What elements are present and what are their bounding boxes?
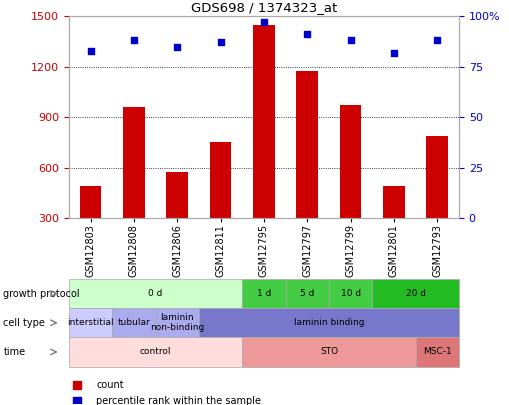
Text: laminin binding: laminin binding xyxy=(293,318,363,327)
Bar xyxy=(112,308,155,337)
Bar xyxy=(199,308,458,337)
Bar xyxy=(209,142,231,218)
Text: 10 d: 10 d xyxy=(340,289,360,298)
Point xyxy=(87,47,95,54)
Text: interstitial: interstitial xyxy=(67,318,114,327)
Bar xyxy=(296,71,318,218)
Point xyxy=(130,37,138,44)
Point xyxy=(72,382,80,388)
Point xyxy=(346,37,354,44)
Bar xyxy=(328,279,372,308)
Point xyxy=(216,39,224,46)
Text: MSC-1: MSC-1 xyxy=(422,347,451,356)
Text: laminin
non-binding: laminin non-binding xyxy=(150,313,204,333)
Text: count: count xyxy=(96,380,124,390)
Text: tubular: tubular xyxy=(117,318,150,327)
Text: STO: STO xyxy=(319,347,337,356)
Bar xyxy=(285,279,328,308)
Point xyxy=(72,398,80,405)
Text: 5 d: 5 d xyxy=(299,289,314,298)
Text: 1 d: 1 d xyxy=(256,289,271,298)
Bar xyxy=(69,337,242,367)
Text: 0 d: 0 d xyxy=(148,289,162,298)
Point xyxy=(260,19,268,26)
Text: 20 d: 20 d xyxy=(405,289,425,298)
Text: cell type: cell type xyxy=(4,318,45,328)
Bar xyxy=(415,337,458,367)
Point xyxy=(433,37,441,44)
Text: growth protocol: growth protocol xyxy=(4,289,80,298)
Bar xyxy=(339,105,361,218)
Point xyxy=(389,49,397,56)
Bar xyxy=(426,136,447,218)
Title: GDS698 / 1374323_at: GDS698 / 1374323_at xyxy=(190,1,336,14)
Bar xyxy=(123,107,145,218)
Bar xyxy=(252,25,274,218)
Bar xyxy=(242,337,415,367)
Text: control: control xyxy=(139,347,171,356)
Text: time: time xyxy=(4,347,25,357)
Bar xyxy=(155,308,199,337)
Bar xyxy=(242,279,285,308)
Bar xyxy=(79,186,101,218)
Point xyxy=(302,31,310,38)
Point xyxy=(173,43,181,50)
Bar xyxy=(382,186,404,218)
Bar xyxy=(166,172,188,218)
Text: percentile rank within the sample: percentile rank within the sample xyxy=(96,396,261,405)
Bar xyxy=(69,279,242,308)
Bar xyxy=(372,279,458,308)
Bar xyxy=(69,308,112,337)
